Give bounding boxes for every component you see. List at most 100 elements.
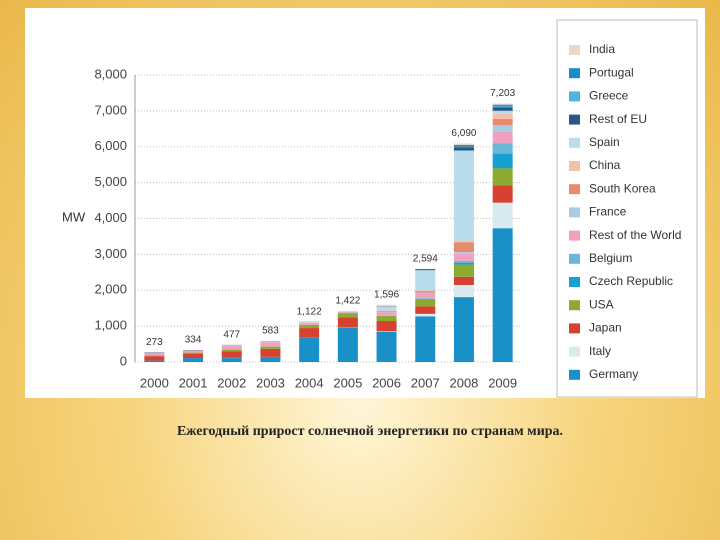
legend-swatch: [569, 207, 580, 218]
bar-segment: [492, 143, 513, 154]
x-tick-label: 2005: [333, 375, 362, 390]
bar-segment: [260, 348, 281, 357]
bar-segment: [144, 356, 165, 361]
bar-segment: [492, 202, 513, 229]
total-label: 273: [146, 337, 163, 348]
bar-segment: [492, 104, 513, 106]
bar-segment: [376, 304, 397, 307]
bar-segment: [337, 317, 358, 328]
bar-segment: [415, 298, 436, 307]
bar-segment: [492, 228, 513, 362]
bar-segment: [376, 331, 397, 362]
total-label: 1,422: [335, 296, 360, 307]
total-label: 7,203: [490, 88, 515, 99]
total-label: 334: [185, 335, 202, 346]
legend-label: Czech Republic: [589, 274, 673, 288]
bar-segment: [453, 276, 474, 285]
legend-label: France: [589, 205, 627, 219]
legend-label: Italy: [589, 344, 611, 358]
total-label: 477: [223, 330, 240, 341]
y-tick-label: 4,000: [94, 210, 127, 225]
x-tick-label: 2000: [140, 375, 169, 390]
bar-segment: [337, 313, 358, 318]
legend-swatch: [569, 91, 580, 102]
legend-label: Spain: [589, 135, 620, 149]
x-tick-label: 2002: [217, 375, 246, 390]
x-tick-label: 2001: [179, 375, 208, 390]
bar-segment: [492, 125, 513, 132]
x-tick-label: 2007: [411, 375, 440, 390]
bar-segment: [415, 291, 436, 293]
legend-swatch: [569, 369, 580, 380]
bar-segment: [415, 269, 436, 271]
bar-segment: [492, 131, 513, 144]
bar-segment: [376, 306, 397, 311]
legend-label: China: [589, 158, 621, 172]
bar-segment: [415, 313, 436, 317]
bar-segment: [415, 290, 436, 292]
bar-segment: [299, 323, 320, 325]
y-tick-label: 7,000: [94, 102, 127, 117]
bar-segment: [453, 242, 474, 253]
legend-label: Belgium: [589, 251, 632, 265]
legend-label: USA: [589, 297, 614, 311]
x-tick-label: 2004: [295, 375, 324, 390]
caption: Ежегодный прирост солнечной энергетики п…: [177, 424, 563, 439]
bar-segment: [299, 324, 320, 329]
bar-segment: [144, 352, 165, 356]
y-tick-label: 0: [120, 353, 127, 368]
legend-swatch: [569, 45, 580, 55]
x-tick-label: 2006: [372, 375, 401, 390]
bar-segment: [453, 284, 474, 298]
bar-segment: [376, 310, 397, 312]
bar-segment: [453, 253, 474, 261]
bar-segment: [376, 312, 397, 316]
bar-segment: [492, 153, 513, 169]
legend-swatch: [569, 253, 580, 264]
bar-segment: [183, 350, 204, 353]
bar-segment: [492, 110, 513, 114]
legend-label: Rest of EU: [589, 112, 647, 126]
legend-swatch: [569, 137, 580, 148]
bar-segment: [492, 103, 513, 105]
bar-segment: [415, 270, 436, 291]
bar-segment: [453, 264, 474, 277]
y-tick-label: 1,000: [94, 318, 127, 333]
x-tick-label: 2008: [449, 375, 478, 390]
legend-label: India: [589, 42, 615, 56]
bar-segment: [183, 358, 204, 362]
bar-segment: [453, 262, 474, 265]
bar-segment: [492, 168, 513, 186]
y-tick-label: 2,000: [94, 282, 127, 297]
chart-panel: [25, 8, 705, 398]
bar-segment: [453, 260, 474, 263]
y-axis-label: MW: [62, 209, 86, 224]
bar-segment: [337, 310, 358, 312]
bar-segment: [415, 306, 436, 314]
bar-segment: [415, 268, 436, 270]
legend-swatch: [569, 323, 580, 334]
bar-segment: [299, 337, 320, 362]
bar-segment: [183, 353, 204, 359]
legend-swatch: [569, 346, 580, 357]
bar-segment: [415, 316, 436, 362]
bar-segment: [337, 327, 358, 362]
bar-segment: [376, 320, 397, 332]
legend-label: Germany: [589, 367, 638, 381]
bar-segment: [453, 144, 474, 147]
legend-swatch: [569, 184, 580, 195]
bar-segment: [492, 113, 513, 119]
legend-label: South Korea: [589, 181, 656, 195]
bar-segment: [453, 252, 474, 254]
bar-segment: [221, 351, 242, 358]
bar-segment: [299, 328, 320, 338]
legend-swatch: [569, 114, 580, 125]
legend-label: Japan: [589, 321, 622, 335]
bar-segment: [453, 240, 474, 243]
total-label: 6,090: [451, 128, 476, 139]
bar-segment: [183, 352, 204, 354]
y-tick-label: 8,000: [94, 66, 127, 81]
bar-segment: [453, 147, 474, 151]
x-tick-label: 2009: [488, 375, 517, 390]
